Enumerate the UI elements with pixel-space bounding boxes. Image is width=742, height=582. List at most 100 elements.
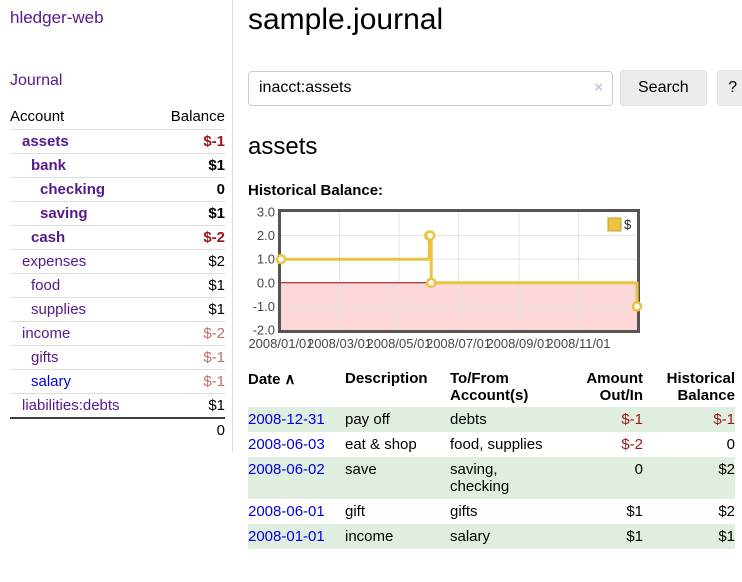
register-amount: $1 xyxy=(626,528,643,545)
register-header-date: Date ∧ xyxy=(248,367,345,407)
account-balance: $-2 xyxy=(153,321,225,346)
account-link[interactable]: supplies xyxy=(31,301,87,318)
account-link[interactable]: assets xyxy=(22,133,69,150)
register-date-link[interactable]: 2008-06-01 xyxy=(248,503,325,520)
register-balance: $1 xyxy=(718,528,735,545)
accounts-total-spacer xyxy=(10,417,154,442)
sort-ascending-icon: ∧ xyxy=(284,371,296,388)
register-description: eat & shop xyxy=(345,436,417,453)
accounts-header-row: Account Balance xyxy=(10,105,225,130)
account-link[interactable]: liabilities:debts xyxy=(22,397,120,414)
register-row: 2008-12-31 pay off debts $-1 $-1 xyxy=(248,407,735,432)
register-accounts: saving, checking xyxy=(450,461,510,495)
svg-text:3.0: 3.0 xyxy=(257,205,275,220)
register-row: 2008-06-02 save saving, checking 0 $2 xyxy=(248,457,735,499)
register-accounts: gifts xyxy=(450,503,478,520)
account-balance: $-1 xyxy=(153,129,225,154)
account-row: gifts $-1 xyxy=(10,345,225,370)
account-balance: $-1 xyxy=(153,369,225,394)
account-balance: $1 xyxy=(153,273,225,298)
account-link[interactable]: cash xyxy=(31,229,66,246)
svg-text:2.0: 2.0 xyxy=(257,228,275,243)
account-link[interactable]: food xyxy=(31,277,61,294)
sidebar: hledger-web Journal Account Balance asse… xyxy=(0,0,233,452)
account-balance: $1 xyxy=(153,153,225,178)
register-row: 2008-01-01 income salary $1 $1 xyxy=(248,524,735,549)
journal-nav-link[interactable]: Journal xyxy=(10,72,63,89)
account-link[interactable]: salary xyxy=(31,373,72,390)
page-title: sample.journal xyxy=(248,3,444,36)
app-title-link[interactable]: hledger-web xyxy=(10,8,104,27)
register-table: Date ∧ Description To/From Account(s) Amo… xyxy=(248,367,735,549)
help-button[interactable]: ? xyxy=(716,70,742,106)
register-header-balance: Historical Balance xyxy=(666,370,735,404)
chart-title: Historical Balance: xyxy=(248,182,384,199)
account-heading: assets xyxy=(248,133,318,160)
register-date-link[interactable]: 2008-01-01 xyxy=(248,528,325,545)
register-amount: 0 xyxy=(634,461,643,478)
account-row: bank $1 xyxy=(10,153,225,178)
register-description: gift xyxy=(345,503,366,520)
register-description: pay off xyxy=(345,411,390,428)
historical-balance-chart: $3.0 2.0 1.0 0.0 -1.0 -2.0 2008/01/01 2008/03/0… xyxy=(248,205,742,355)
svg-text:-2.0: -2.0 xyxy=(253,323,275,338)
account-link[interactable]: checking xyxy=(40,181,106,198)
account-link[interactable]: bank xyxy=(31,157,67,174)
clear-search-icon[interactable]: × xyxy=(594,78,603,96)
account-row: checking 0 xyxy=(10,177,225,202)
register-date-link[interactable]: 2008-06-02 xyxy=(248,461,325,478)
svg-text:0.0: 0.0 xyxy=(257,275,275,290)
search-row: × Search ? xyxy=(248,70,742,106)
account-row: food $1 xyxy=(10,273,225,298)
account-link[interactable]: gifts xyxy=(31,349,59,366)
register-row: 2008-06-01 gift gifts $1 $2 xyxy=(248,499,735,524)
account-balance: $1 xyxy=(153,201,225,226)
account-row: assets $-1 xyxy=(10,129,225,154)
register-balance: $-1 xyxy=(713,411,735,428)
register-description: save xyxy=(345,461,377,478)
register-balance: $2 xyxy=(718,503,735,520)
account-balance: 0 xyxy=(153,177,225,202)
register-balance: $2 xyxy=(718,461,735,478)
main-content: sample.journal × Search ? assets Histori… xyxy=(233,0,742,549)
search-button[interactable]: Search xyxy=(620,70,707,106)
svg-text:2008/09/01: 2008/09/01 xyxy=(486,336,551,351)
register-description: income xyxy=(345,528,394,545)
svg-text:2008/03/01: 2008/03/01 xyxy=(307,336,372,351)
account-balance: $2 xyxy=(153,249,225,274)
accounts-table: Account Balance assets $-1 bank $1 checking 0… xyxy=(10,105,225,442)
account-balance: $1 xyxy=(153,393,225,418)
account-row: cash $-2 xyxy=(10,225,225,250)
register-amount: $-1 xyxy=(621,411,643,428)
register-balance: 0 xyxy=(726,436,735,453)
register-date-link[interactable]: 2008-06-03 xyxy=(248,436,325,453)
search-input[interactable] xyxy=(248,70,613,106)
register-header-date-label: Date xyxy=(248,371,281,388)
account-balance: $-2 xyxy=(153,225,225,250)
account-balance: $1 xyxy=(153,297,225,322)
register-accounts: food, supplies xyxy=(450,436,543,453)
register-amount: $-2 xyxy=(621,436,643,453)
svg-text:2008/07/01: 2008/07/01 xyxy=(426,336,491,351)
account-row: saving $1 xyxy=(10,201,225,226)
account-link[interactable]: saving xyxy=(40,205,88,222)
search-box: × xyxy=(248,70,613,106)
register-date-link[interactable]: 2008-12-31 xyxy=(248,411,325,428)
register-amount: $1 xyxy=(626,503,643,520)
register-row: 2008-06-03 eat & shop food, supplies $-2 0 xyxy=(248,432,735,457)
account-row: liabilities:debts $1 xyxy=(10,393,225,418)
account-link[interactable]: expenses xyxy=(22,253,87,270)
app-window: hledger-web Journal Account Balance asse… xyxy=(0,0,742,549)
account-row: salary $-1 xyxy=(10,369,225,394)
svg-text:2008/05/01: 2008/05/01 xyxy=(366,336,431,351)
accounts-header-account: Account xyxy=(10,108,65,125)
svg-text:2008/01/01: 2008/01/01 xyxy=(248,336,313,351)
account-row: expenses $2 xyxy=(10,249,225,274)
svg-text:$: $ xyxy=(624,217,632,232)
svg-text:2008/11/01: 2008/11/01 xyxy=(546,336,610,351)
accounts-total-value: 0 xyxy=(153,417,225,442)
register-header-accounts: To/From Account(s) xyxy=(450,370,529,404)
register-accounts: salary xyxy=(450,528,491,545)
account-link[interactable]: income xyxy=(22,325,71,342)
accounts-header-balance: Balance xyxy=(170,108,225,125)
